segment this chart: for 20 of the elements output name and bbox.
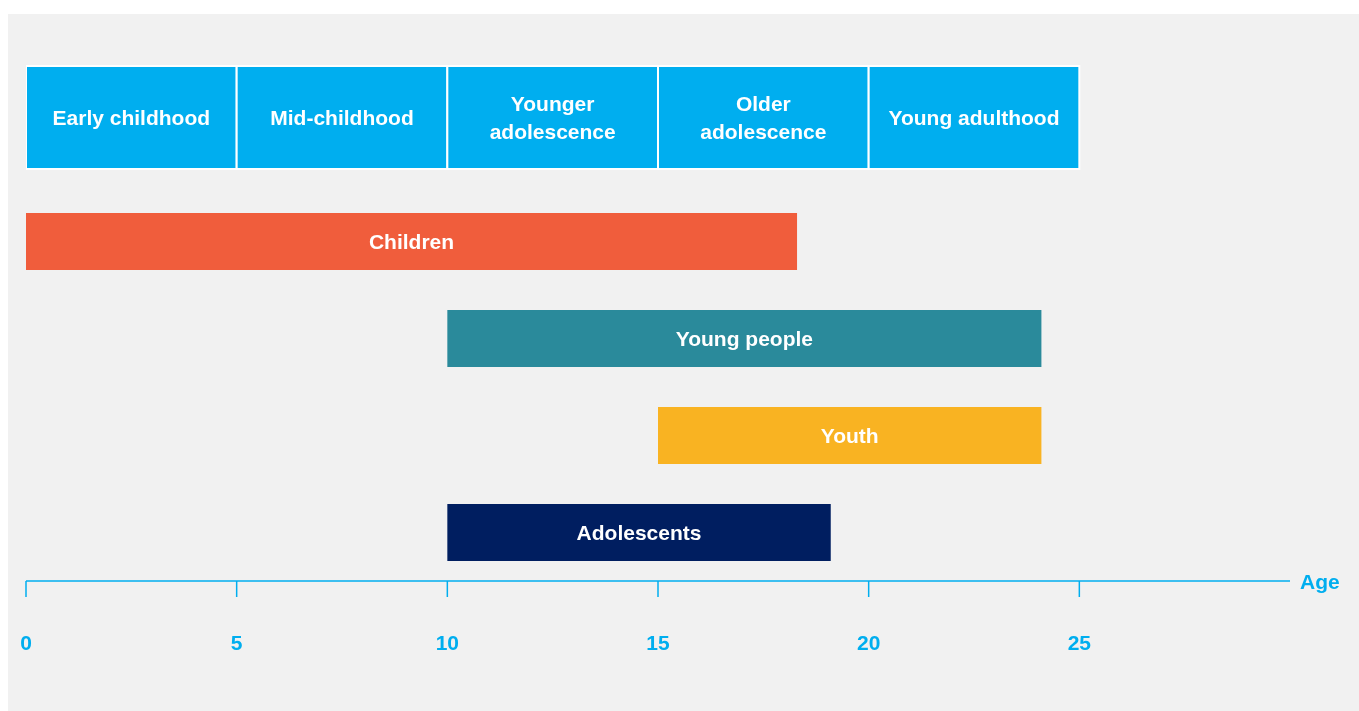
x-tick-label: 25: [1067, 630, 1092, 654]
data-label: Young people: [675, 327, 814, 350]
series-label: Early childhood: [52, 106, 211, 129]
x-tick-label: 15: [646, 630, 670, 654]
series-label: Younger adolescence: [489, 92, 616, 143]
x-tick-label: 10: [435, 630, 460, 654]
bar: [447, 504, 831, 561]
bar: [26, 213, 798, 270]
series-label: Older adolescence: [700, 92, 827, 143]
x-tick-label: 20: [856, 630, 881, 654]
data-label: Adolescents: [576, 521, 702, 544]
series-label: Young adulthood: [888, 106, 1060, 129]
x-tick-label: 0: [20, 630, 32, 654]
series-label: Mid-childhood: [270, 106, 414, 129]
bar: [658, 407, 1042, 464]
bar: [447, 310, 1042, 367]
x-axis-title: Age: [1300, 569, 1340, 593]
x-tick-label: 5: [230, 630, 243, 654]
data-label: Youth: [820, 424, 879, 447]
data-label: Children: [368, 230, 455, 253]
